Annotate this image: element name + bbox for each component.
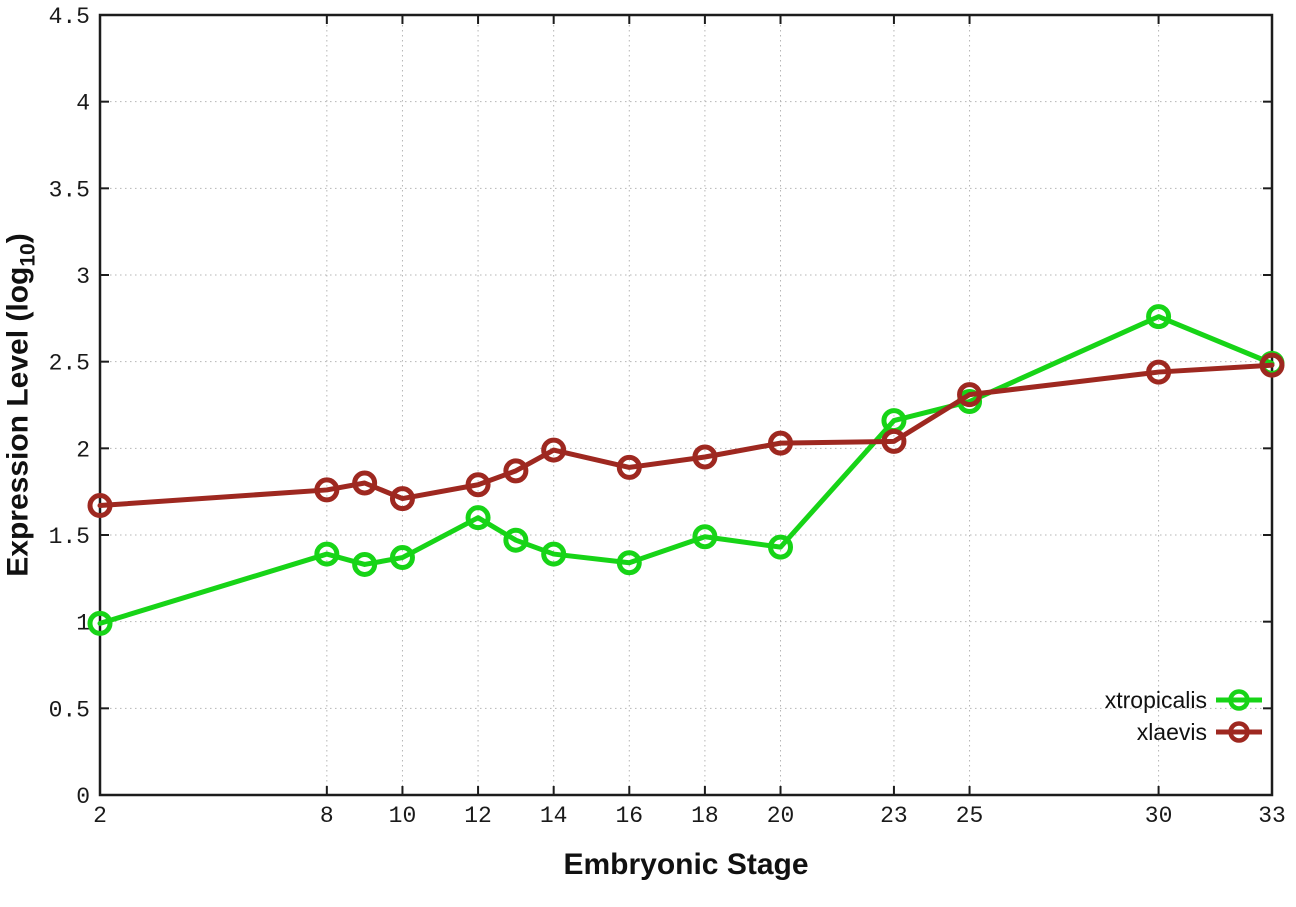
data-point-xlaevis xyxy=(768,430,794,456)
series-line-xtropicalis xyxy=(97,314,1275,626)
y-axis-title-text: Expression Level (log xyxy=(1,266,35,577)
y-axis-title: Expression Level (log10) xyxy=(2,233,41,576)
legend: xtropicalis xlaevis xyxy=(1105,684,1262,748)
x-tick-label: 10 xyxy=(389,803,417,829)
x-tick-label: 12 xyxy=(464,803,492,829)
data-point-xlaevis xyxy=(352,470,378,496)
data-point-xtropicalis xyxy=(352,551,378,577)
data-point-xtropicalis xyxy=(389,545,415,571)
x-tick-label: 30 xyxy=(1145,803,1173,829)
legend-marker-icon xyxy=(1216,689,1262,711)
data-point-xlaevis xyxy=(389,486,415,512)
x-tick-label: 25 xyxy=(956,803,984,829)
legend-label: xlaevis xyxy=(1136,718,1207,745)
x-tick-label: 18 xyxy=(691,803,719,829)
y-tick-label: 2 xyxy=(76,437,90,463)
y-tick-label: 1.5 xyxy=(49,524,90,550)
legend-label: xtropicalis xyxy=(1104,686,1207,713)
y-tick-label: 3 xyxy=(76,264,90,290)
y-tick-label: 4 xyxy=(76,91,90,117)
y-tick-label: 4.5 xyxy=(49,4,90,30)
data-point-xtropicalis xyxy=(1146,304,1172,330)
x-tick-label: 33 xyxy=(1258,803,1286,829)
data-point-xtropicalis xyxy=(314,541,340,567)
data-point-xlaevis xyxy=(541,437,567,463)
legend-marker-icon xyxy=(1216,721,1262,743)
data-point-xlaevis xyxy=(465,472,491,498)
y-tick-label: 2.5 xyxy=(49,351,90,377)
data-point-xlaevis xyxy=(87,493,113,519)
data-point-xtropicalis xyxy=(692,524,718,550)
y-tick-label: 0.5 xyxy=(49,697,90,723)
x-tick-label: 2 xyxy=(93,803,107,829)
y-tick-label: 1 xyxy=(76,611,90,637)
y-tick-label: 3.5 xyxy=(49,177,90,203)
plot-border xyxy=(98,13,1274,797)
data-point-xtropicalis xyxy=(768,534,794,560)
data-point-xlaevis xyxy=(1259,352,1285,378)
x-tick-label: 20 xyxy=(767,803,795,829)
x-tick-label: 14 xyxy=(540,803,568,829)
data-point-xlaevis xyxy=(314,477,340,503)
data-point-xlaevis xyxy=(881,428,907,454)
data-point-xlaevis xyxy=(1146,359,1172,385)
data-point-xtropicalis xyxy=(503,527,529,553)
y-tick-label: 0 xyxy=(76,784,90,810)
legend-item-xlaevis: xlaevis xyxy=(1105,716,1262,748)
data-point-xtropicalis xyxy=(465,505,491,531)
x-tick-label: 23 xyxy=(880,803,908,829)
x-tick-label: 8 xyxy=(320,803,334,829)
data-point-xtropicalis xyxy=(87,610,113,636)
y-axis-title-subscript: 10 xyxy=(16,243,40,267)
data-point-xlaevis xyxy=(692,444,718,470)
data-point-xtropicalis xyxy=(616,550,642,576)
y-axis-title-close: ) xyxy=(1,233,35,244)
data-point-xtropicalis xyxy=(541,541,567,567)
legend-item-xtropicalis: xtropicalis xyxy=(1105,684,1262,716)
data-point-xlaevis xyxy=(957,382,983,408)
data-point-xlaevis xyxy=(503,458,529,484)
x-axis-title: Embryonic Stage xyxy=(563,848,809,881)
data-point-xlaevis xyxy=(616,454,642,480)
series-line-xlaevis xyxy=(97,362,1275,509)
x-tick-label: 16 xyxy=(615,803,643,829)
